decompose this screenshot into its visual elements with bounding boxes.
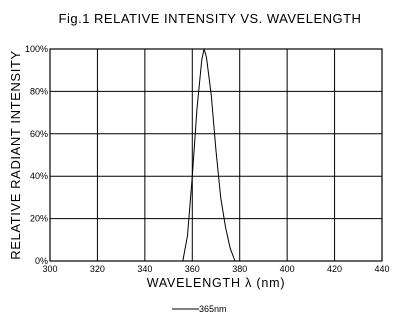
legend: 365nm: [172, 304, 227, 314]
x-tick-340: 340: [137, 264, 152, 274]
chart-title: Fig.1 RELATIVE INTENSITY VS. WAVELENGTH: [59, 11, 362, 26]
series-line-365nm: [182, 48, 236, 262]
y-tick-20: 20%: [30, 214, 48, 224]
grid: [50, 49, 382, 261]
x-tick-labels: 300 320 340 360 380 400 420 440: [42, 264, 389, 274]
y-tick-0: 0%: [35, 256, 48, 266]
y-tick-100: 100%: [25, 44, 48, 54]
x-tick-300: 300: [42, 264, 57, 274]
legend-label: 365nm: [199, 304, 227, 314]
x-tick-420: 420: [327, 264, 342, 274]
plot-frame: [49, 48, 383, 262]
y-tick-80: 80%: [30, 86, 48, 96]
y-tick-60: 60%: [30, 129, 48, 139]
x-tick-440: 440: [374, 264, 389, 274]
x-axis-label: WAVELENGTH λ (nm): [147, 276, 286, 290]
x-tick-400: 400: [280, 264, 295, 274]
x-tick-380: 380: [232, 264, 247, 274]
y-tick-40: 40%: [30, 171, 48, 181]
y-tick-labels: 0% 20% 40% 60% 80% 100%: [25, 44, 48, 266]
y-axis-label: RELATIVE RADIANT INTENSITY: [8, 50, 23, 259]
x-tick-360: 360: [185, 264, 200, 274]
x-tick-320: 320: [90, 264, 105, 274]
